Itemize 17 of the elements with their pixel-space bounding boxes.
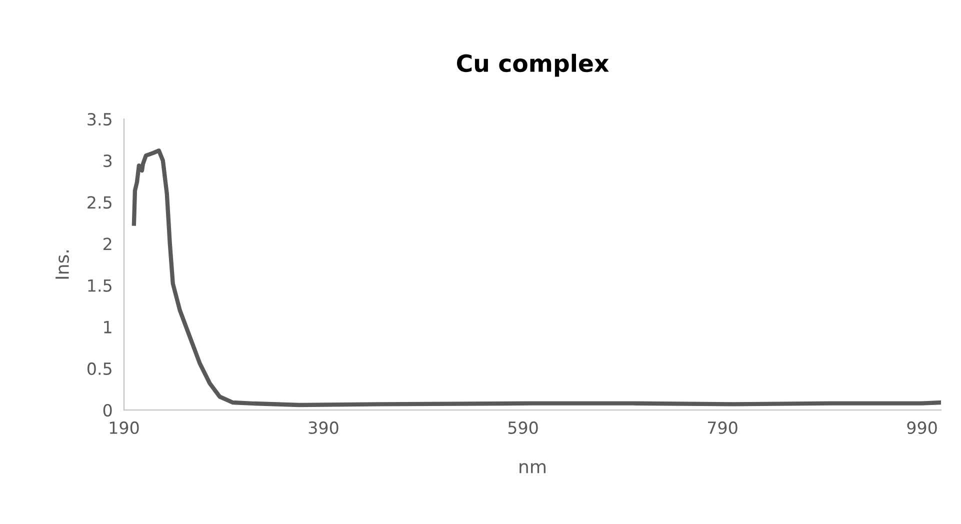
y-tick-label: 0 [103, 404, 112, 417]
x-tick-label: 590 [508, 421, 538, 434]
x-tick-label: 790 [708, 421, 738, 434]
chart-title: Cu complex [456, 54, 609, 77]
y-tick-label: 0.5 [87, 362, 112, 375]
y-tick-label: 2.5 [88, 196, 112, 209]
y-axis-title: Ins. [56, 250, 69, 279]
x-tick-label: 190 [110, 421, 139, 434]
y-tick-label: 3.5 [88, 112, 112, 126]
y-tick-label: 1.5 [88, 279, 112, 292]
y-tick-label: 2 [104, 238, 112, 250]
line-series [132, 148, 941, 408]
x-tick-label: 390 [308, 421, 338, 434]
y-tick-label: 3 [104, 154, 112, 168]
x-tick-label: 990 [907, 421, 937, 434]
x-axis-title: nm [520, 463, 546, 474]
y-tick-label: 1 [104, 321, 112, 334]
